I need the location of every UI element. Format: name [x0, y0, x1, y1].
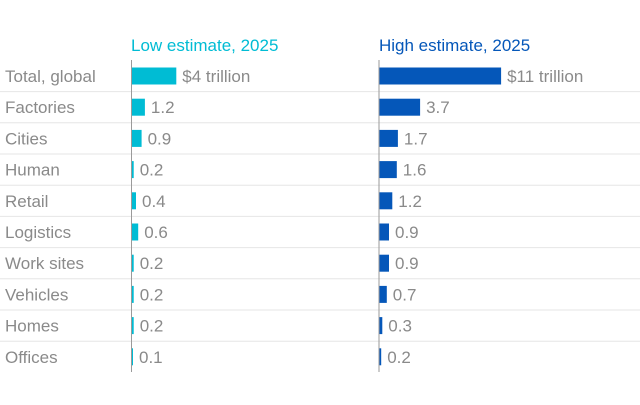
bar-low-cities — [131, 129, 142, 147]
value-label-high-cities: 1.7 — [404, 129, 428, 148]
category-label-vehicles: Vehicles — [5, 285, 68, 304]
bar-high-logistics — [379, 223, 389, 241]
value-label-high-factories: 3.7 — [426, 98, 450, 117]
category-label-homes: Homes — [5, 317, 59, 336]
bar-low-homes — [131, 317, 134, 335]
bar-low-vehicles — [131, 285, 134, 303]
baselines — [131, 60, 380, 372]
category-label-work-sites: Work sites — [5, 254, 84, 273]
value-labels: $4 trillion $11 trillion 1.2 3.7 0.9 1.7 0.2 1.… — [139, 67, 583, 367]
bar-low-work-sites — [131, 254, 134, 272]
bar-high-retail — [379, 192, 393, 210]
value-label-low-offices: 0.1 — [139, 348, 163, 367]
high-estimate-title: High estimate, 2025 — [379, 36, 530, 55]
category-label-cities: Cities — [5, 129, 48, 148]
bar-high-cities — [379, 129, 398, 147]
bars — [131, 67, 502, 366]
category-label-offices: Offices — [5, 348, 58, 367]
category-label-human: Human — [5, 161, 60, 180]
value-label-low-homes: 0.2 — [140, 317, 164, 336]
value-label-low-retail: 0.4 — [142, 192, 166, 211]
bar-low-retail — [131, 192, 136, 210]
value-label-high-retail: 1.2 — [398, 192, 422, 211]
bar-high-homes — [379, 317, 383, 335]
bar-high-factories — [379, 98, 421, 116]
bar-low-logistics — [131, 223, 139, 241]
value-label-low-factories: 1.2 — [151, 98, 175, 117]
bar-low-factories — [131, 98, 145, 116]
category-label-retail: Retail — [5, 192, 48, 211]
value-label-low-human: 0.2 — [140, 161, 164, 180]
value-label-high-offices: 0.2 — [387, 348, 411, 367]
bar-low-total-global — [131, 67, 177, 85]
bar-high-human — [379, 161, 397, 179]
panel-titles: Low estimate, 2025 High estimate, 2025 — [131, 36, 530, 55]
category-label-factories: Factories — [5, 98, 75, 117]
value-label-low-cities: 0.9 — [148, 129, 172, 148]
value-label-high-vehicles: 0.7 — [393, 285, 417, 304]
value-label-high-total-global: $11 trillion — [507, 67, 583, 86]
value-label-high-homes: 0.3 — [388, 317, 412, 336]
value-label-low-work-sites: 0.2 — [140, 254, 164, 273]
low-estimate-title: Low estimate, 2025 — [131, 36, 278, 55]
bar-high-total-global — [379, 67, 502, 85]
bar-high-vehicles — [379, 285, 387, 303]
category-label-total-global: Total, global — [5, 67, 96, 86]
value-label-low-vehicles: 0.2 — [140, 285, 164, 304]
category-label-logistics: Logistics — [5, 223, 71, 242]
grid-lines — [0, 91, 640, 342]
value-label-high-logistics: 0.9 — [395, 223, 419, 242]
value-label-low-logistics: 0.6 — [144, 223, 168, 242]
category-labels: Total, global Factories Cities Human Retail L… — [5, 67, 96, 367]
bar-high-work-sites — [379, 254, 389, 272]
bar-low-offices — [131, 348, 133, 366]
bar-high-offices — [379, 348, 382, 366]
value-label-high-human: 1.6 — [403, 161, 427, 180]
value-label-low-total-global: $4 trillion — [182, 67, 250, 86]
value-label-high-work-sites: 0.9 — [395, 254, 419, 273]
bar-low-human — [131, 161, 134, 179]
